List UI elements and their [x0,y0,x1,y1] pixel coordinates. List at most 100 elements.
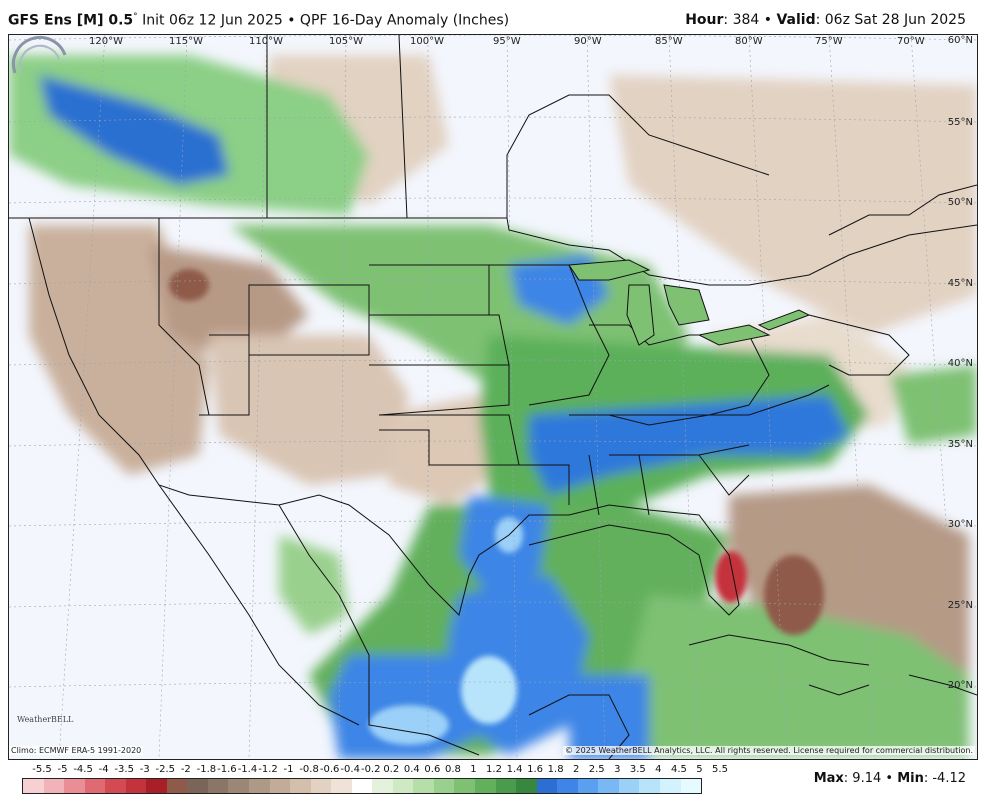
legend-tick-label: -0.4 [340,764,360,775]
legend-swatch [475,779,496,793]
legend-swatch [392,779,414,793]
legend-tick-label: 2 [572,764,580,775]
legend-tick-label: -5.5 [32,764,52,775]
legend-swatch [105,779,126,793]
min-value: : -4.12 [923,771,966,786]
legend-swatch [618,779,640,793]
legend-tick-label: 4 [655,764,662,775]
legend-tick-label: 5 [696,764,703,775]
hour-value: : 384 • [723,12,777,28]
legend-swatch [331,779,352,793]
legend-swatch [43,779,65,793]
legend-swatch [187,779,208,793]
legend-tick-label: -3.5 [114,764,134,775]
legend-tick-label: -1.2 [258,764,278,775]
legend-swatch [125,779,147,793]
legend-tick-label: -4.5 [73,764,93,775]
hour-label: Hour [685,12,724,28]
legend-swatch [64,779,85,793]
legend-swatch [207,779,229,793]
legend-swatch [598,779,619,793]
legend-swatch [249,779,270,793]
model-name: GFS Ens [M] 0.5 [8,12,134,29]
legend-tick-label: 0.8 [444,764,461,775]
legend-swatch [577,779,599,793]
map-title: GFS Ens [M] 0.5° Init 06z 12 Jun 2025 • … [8,12,509,29]
legend-swatch [659,779,681,793]
lat-label: 35°N [947,439,973,450]
legend-swatch [269,779,291,793]
legend-tick-label: 0.4 [403,764,420,775]
min-label: Min [897,771,924,786]
max-label: Max [813,771,844,786]
legend-swatch [166,779,188,793]
lon-label: 105°W [329,36,363,47]
lon-label: 75°W [815,36,843,47]
great-lakes [568,259,811,346]
lon-label: 90°W [574,36,602,47]
map-canvas [9,35,977,759]
anomaly-field [9,55,977,759]
lat-label: 30°N [947,519,973,530]
lon-label: 120°W [89,36,123,47]
valid-time: Hour: 384 • Valid: 06z Sat 28 Jun 2025 [685,12,966,28]
legend-swatch [557,779,578,793]
valid-value: : 06z Sat 28 Jun 2025 [815,12,966,28]
legend-tick-label: -0.8 [299,764,319,775]
lat-label: 20°N [947,680,973,691]
precip-anomaly-map[interactable]: 120°W 115°W 110°W 105°W 100°W 95°W 90°W … [8,34,978,760]
legend-tick-label: 3.5 [629,764,646,775]
legend-swatch [516,779,537,793]
legend-colorbar [22,778,702,794]
lon-label: 70°W [897,36,925,47]
legend-tick-label: 3 [614,764,621,775]
legend-tick-label: -1.4 [237,764,258,775]
legend-tick-label: 1.6 [527,764,544,775]
lat-label: 55°N [947,117,973,128]
legend-tick-label: 2.5 [588,764,605,775]
legend-swatch [146,779,167,793]
legend-tick-label: 1.2 [486,764,502,775]
legend-swatch [536,779,558,793]
legend-tick-label: 5.5 [712,764,728,775]
political-borders [9,35,977,759]
legend-tick-label: -2.5 [155,764,176,775]
copyright-note: © 2025 WeatherBELL Analytics, LLC. All r… [563,746,975,755]
legend-swatch [290,779,311,793]
legend-swatch [372,779,393,793]
lat-label: 40°N [947,358,973,369]
legend-tick-label: 0.6 [424,764,441,775]
legend-swatch [84,779,106,793]
init-info: Init 06z 12 Jun 2025 • QPF 16-Day Anomal… [137,12,510,29]
legend-tick-label: -0.2 [360,764,381,775]
legend-tick-label: 1 [470,764,477,775]
legend-tick-label: 1.4 [506,764,523,775]
lon-label: 115°W [169,36,203,47]
legend-swatch [639,779,660,793]
lon-label: 110°W [249,36,283,47]
legend-tick-label: 1.8 [547,764,564,775]
color-legend: -5.5 -5 -4.5 -4 -3.5 -3 -2.5 -2 -1.8 -1.6 -1.4 -1.2… [22,764,728,796]
legend-swatch [23,779,44,793]
legend-tick-label: 4.5 [670,764,687,775]
logo-text: WeatherBELL [17,715,74,724]
legend-swatch [454,779,476,793]
legend-tick-label: -4 [98,764,109,775]
header: GFS Ens [M] 0.5° Init 06z 12 Jun 2025 • … [0,0,984,34]
legend-tick-label: -1 [283,764,294,775]
valid-label: Valid [776,12,816,28]
degree-symbol: ° [133,12,138,22]
legend-swatch [680,779,702,793]
legend-swatch [228,779,250,793]
legend-tick-label: -5 [57,764,68,775]
lon-label: 85°W [655,36,683,47]
legend-tick-label: -0.6 [319,764,340,775]
climo-note: Climo: ECMWF ERA-5 1991-2020 [9,746,144,755]
legend-tick-label: 0.2 [383,764,400,775]
legend-tick-label: -3 [139,764,150,775]
legend-swatch [495,779,517,793]
legend-swatch [433,779,455,793]
lon-label: 80°W [735,36,763,47]
lon-label: 100°W [410,36,444,47]
lat-label: 60°N [947,35,973,46]
